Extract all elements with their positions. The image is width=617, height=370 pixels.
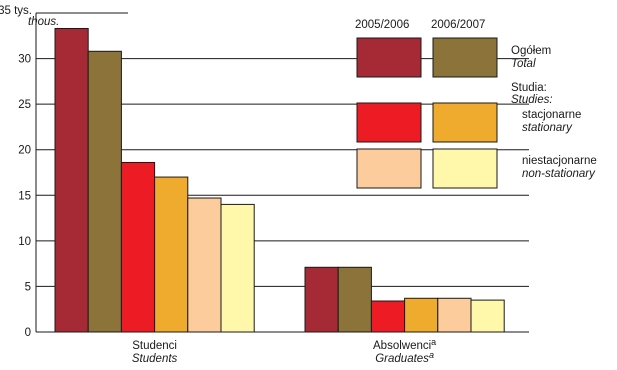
bar-total_0607-cat-0 <box>87 50 122 333</box>
legend-swatch-3-0 <box>356 148 422 189</box>
bar-stat_0506-cat-0 <box>120 161 156 333</box>
y-tick-label-30: 30 <box>18 54 31 66</box>
legend-label-en-3: non-stationary <box>522 168 596 180</box>
x-tick-label-en-0: Students <box>132 353 178 365</box>
bar-stat_0607-cat-0 <box>154 176 189 333</box>
y-tick-label-35: 35 tys. <box>0 5 32 17</box>
legend-label-0: Ogółem <box>511 45 551 57</box>
bar-total_0607-cat-1 <box>337 266 372 333</box>
bar-stat_0506-cat-1 <box>370 300 406 333</box>
bar-nonstat_0607-cat-0 <box>220 203 255 333</box>
legend-swatch-0-0 <box>356 37 422 78</box>
x-tick-label-sup-1: a <box>431 337 436 347</box>
bar-nonstat_0506-cat-0 <box>187 197 222 333</box>
x-tick-label-0: Studenci <box>132 340 177 352</box>
legend-group-label-en: Studies: <box>511 94 553 106</box>
x-tick-label-en-1: Graduatesa <box>375 350 434 365</box>
legend-label-en-2: stationary <box>522 122 573 134</box>
y-tick-label-10: 10 <box>18 236 31 248</box>
x-tick-label-1: Absolwencia <box>373 337 436 352</box>
legend-label-en-0: Total <box>511 58 536 70</box>
bar-stat_0607-cat-1 <box>404 297 439 333</box>
y-tick-label-5: 5 <box>25 281 31 293</box>
y-tick-label-15: 15 <box>18 190 31 202</box>
bar-total_0506-cat-1 <box>304 266 339 333</box>
legend-year-header-0: 2005/2006 <box>355 19 409 31</box>
legend-swatch-2-1 <box>432 102 498 143</box>
legend-swatch-3-1 <box>432 148 498 189</box>
legend-label-3: niestacjonarne <box>522 155 597 167</box>
axes: 0 5 10 15 20 25 30 35 tys.thous. StudenciStudent… <box>0 5 529 365</box>
y-tick-label-20: 20 <box>18 145 31 157</box>
bar-nonstat_0607-cat-1 <box>470 299 505 333</box>
legend-year-header-1: 2006/2007 <box>431 19 485 31</box>
legend-swatch-0-1 <box>432 37 498 78</box>
bars <box>54 27 505 333</box>
legend-swatch-2-0 <box>356 102 422 143</box>
bar-nonstat_0506-cat-1 <box>437 297 472 333</box>
y-unit-label: tys. <box>14 5 32 17</box>
legend-group-label: Studia: <box>511 82 547 94</box>
y-tick-label-25: 25 <box>18 99 31 111</box>
bar-total_0506-cat-0 <box>54 27 89 333</box>
x-tick-label-en-sup-1: a <box>429 350 434 360</box>
legend-label-2: stacjonarne <box>522 109 581 121</box>
y-unit-label-en: thous. <box>28 16 59 28</box>
y-tick-label-0: 0 <box>25 327 31 339</box>
